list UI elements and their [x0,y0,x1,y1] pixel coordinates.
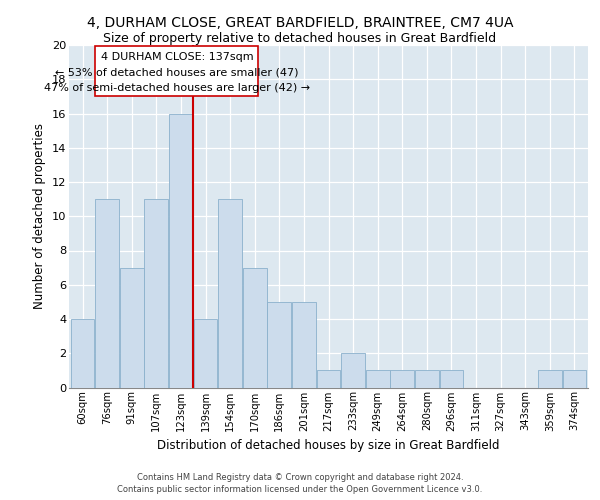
Bar [563,370,586,388]
Bar [145,199,168,388]
Bar [366,370,389,388]
Bar [391,370,414,388]
Bar [538,370,562,388]
Text: Contains HM Land Registry data © Crown copyright and database right 2024.
Contai: Contains HM Land Registry data © Crown c… [118,472,482,494]
Bar [218,199,242,388]
Text: 4, DURHAM CLOSE, GREAT BARDFIELD, BRAINTREE, CM7 4UA: 4, DURHAM CLOSE, GREAT BARDFIELD, BRAINT… [87,16,513,30]
Bar [95,199,119,388]
Bar [71,319,94,388]
Text: ← 53% of detached houses are smaller (47): ← 53% of detached houses are smaller (47… [55,68,299,78]
X-axis label: Distribution of detached houses by size in Great Bardfield: Distribution of detached houses by size … [157,439,500,452]
Bar [317,370,340,388]
Bar [268,302,291,388]
Bar [440,370,463,388]
FancyBboxPatch shape [95,46,259,96]
Text: 4 DURHAM CLOSE: 137sqm: 4 DURHAM CLOSE: 137sqm [101,52,253,62]
Text: Size of property relative to detached houses in Great Bardfield: Size of property relative to detached ho… [103,32,497,45]
Bar [169,114,193,388]
Bar [292,302,316,388]
Bar [415,370,439,388]
Y-axis label: Number of detached properties: Number of detached properties [33,123,46,309]
Bar [120,268,143,388]
Bar [341,353,365,388]
Text: 47% of semi-detached houses are larger (42) →: 47% of semi-detached houses are larger (… [44,82,310,92]
Bar [194,319,217,388]
Bar [243,268,266,388]
